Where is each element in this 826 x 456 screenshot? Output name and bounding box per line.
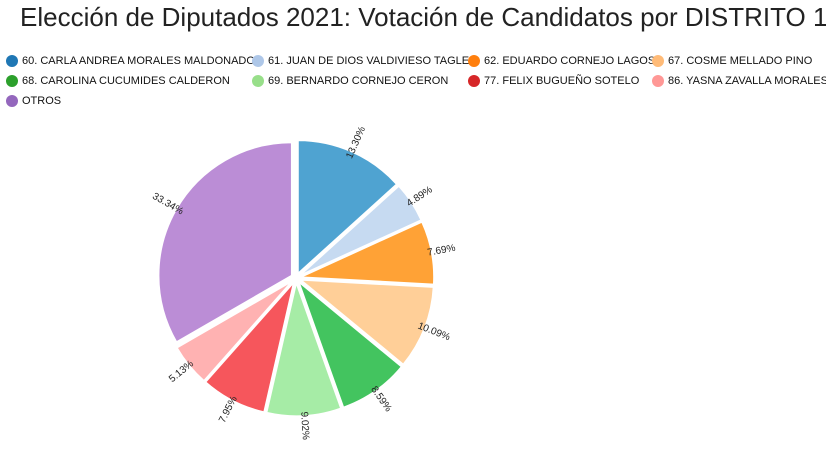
slice-label: 10.09% bbox=[416, 321, 452, 344]
chart-legend: 60. CARLA ANDREA MORALES MALDONADO 61. JU… bbox=[6, 55, 826, 115]
pie-slice[interactable] bbox=[298, 281, 403, 409]
slice-label: 7.95% bbox=[217, 394, 240, 424]
slice-label: 8.59% bbox=[368, 384, 393, 414]
legend-label: 61. JUAN DE DIOS VALDIVIESO TAGLE bbox=[268, 55, 470, 67]
pie-slice[interactable] bbox=[157, 141, 293, 343]
pie-slice[interactable] bbox=[299, 279, 435, 366]
slice-label: 4.89% bbox=[405, 184, 435, 209]
pie-slice[interactable] bbox=[204, 281, 295, 413]
legend-label: 77. FELIX BUGUEÑO SOTELO bbox=[484, 75, 640, 87]
pie-slice[interactable] bbox=[300, 221, 435, 286]
legend-swatch bbox=[652, 55, 664, 67]
legend-item[interactable]: 62. EDUARDO CORNEJO LAGOS bbox=[468, 55, 655, 67]
legend-swatch bbox=[6, 95, 18, 107]
legend-item[interactable]: 86. YASNA ZAVALLA MORALES bbox=[652, 75, 826, 87]
legend-item[interactable]: OTROS bbox=[6, 95, 61, 107]
legend-label: 68. CAROLINA CUCUMIDES CALDERON bbox=[22, 75, 230, 87]
legend-item[interactable]: 60. CARLA ANDREA MORALES MALDONADO bbox=[6, 55, 255, 67]
legend-item[interactable]: 67. COSME MELLADO PINO bbox=[652, 55, 812, 67]
legend-label: 69. BERNARDO CORNEJO CERON bbox=[268, 75, 449, 87]
slice-label: 9.02% bbox=[298, 411, 311, 440]
legend-swatch bbox=[468, 75, 480, 87]
legend-item[interactable]: 69. BERNARDO CORNEJO CERON bbox=[252, 75, 448, 87]
legend-swatch bbox=[652, 75, 664, 87]
legend-swatch bbox=[6, 55, 18, 67]
legend-label: 67. COSME MELLADO PINO bbox=[668, 55, 813, 67]
slice-label: 5.13% bbox=[167, 358, 196, 385]
slice-label: 13.30% bbox=[344, 125, 368, 161]
legend-item[interactable]: 77. FELIX BUGUEÑO SOTELO bbox=[468, 75, 639, 87]
legend-label: 62. EDUARDO CORNEJO LAGOS bbox=[484, 55, 656, 67]
chart-title: Elección de Diputados 2021: Votación de … bbox=[20, 2, 826, 32]
legend-swatch bbox=[252, 75, 264, 87]
legend-swatch bbox=[468, 55, 480, 67]
pie-slice[interactable] bbox=[299, 185, 422, 277]
legend-item[interactable]: 68. CAROLINA CUCUMIDES CALDERON bbox=[6, 75, 230, 87]
legend-swatch bbox=[252, 55, 264, 67]
pie-slice[interactable] bbox=[297, 139, 398, 275]
slice-label: 7.69% bbox=[427, 243, 457, 259]
pie-slice[interactable] bbox=[176, 280, 293, 382]
pie-slice[interactable] bbox=[265, 282, 342, 417]
legend-label: OTROS bbox=[22, 95, 62, 107]
slice-label: 33.34% bbox=[150, 191, 185, 218]
legend-item[interactable]: 61. JUAN DE DIOS VALDIVIESO TAGLE bbox=[252, 55, 469, 67]
legend-swatch bbox=[6, 75, 18, 87]
legend-label: 60. CARLA ANDREA MORALES MALDONADO bbox=[22, 55, 255, 67]
legend-label: 86. YASNA ZAVALLA MORALES bbox=[668, 75, 826, 87]
